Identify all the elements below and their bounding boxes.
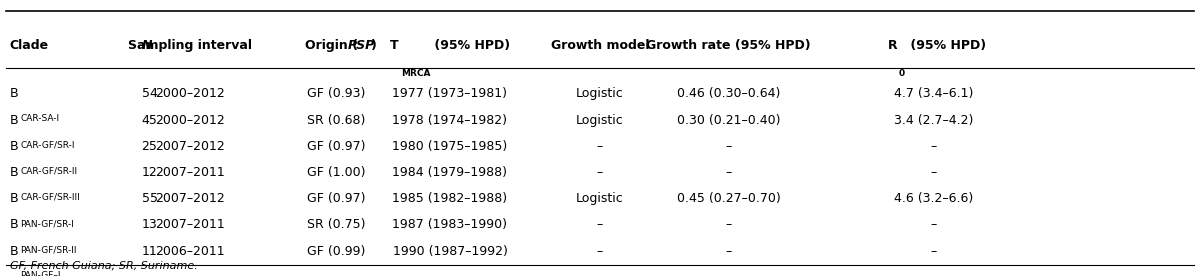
Text: CAR-GF/SR-II: CAR-GF/SR-II: [20, 167, 78, 176]
Text: 2007–2012: 2007–2012: [155, 192, 224, 205]
Text: B: B: [10, 245, 18, 258]
Text: GF (0.97): GF (0.97): [307, 192, 365, 205]
Text: B: B: [10, 218, 18, 232]
Text: Logistic: Logistic: [576, 192, 624, 205]
Text: Sampling interval: Sampling interval: [127, 39, 252, 52]
Text: –: –: [725, 140, 732, 153]
Text: 3.4 (2.7–4.2): 3.4 (2.7–4.2): [894, 113, 973, 127]
Text: 2006–2011: 2006–2011: [155, 245, 224, 258]
Text: B: B: [10, 140, 18, 153]
Text: 12: 12: [142, 166, 157, 179]
Text: ): ): [371, 39, 377, 52]
Text: –: –: [725, 166, 732, 179]
Text: 13: 13: [142, 218, 157, 232]
Text: B: B: [10, 113, 18, 127]
Text: –: –: [596, 166, 604, 179]
Text: GF (0.93): GF (0.93): [307, 87, 365, 100]
Text: Clade: Clade: [10, 39, 49, 52]
Text: 25: 25: [142, 140, 157, 153]
Text: –: –: [930, 218, 937, 232]
Text: –: –: [596, 245, 604, 258]
Text: Logistic: Logistic: [576, 113, 624, 127]
Text: 1990 (1987–1992): 1990 (1987–1992): [392, 245, 508, 258]
Text: R: R: [888, 39, 898, 52]
Text: (95% HPD): (95% HPD): [430, 39, 510, 52]
Text: 45: 45: [142, 113, 157, 127]
Text: 11: 11: [142, 245, 157, 258]
Text: Logistic: Logistic: [576, 87, 624, 100]
Text: CAR-GF/SR-I: CAR-GF/SR-I: [20, 140, 74, 149]
Text: 1985 (1982–1988): 1985 (1982–1988): [392, 192, 508, 205]
Text: SR (0.68): SR (0.68): [307, 113, 365, 127]
Text: N: N: [142, 39, 152, 52]
Text: MRCA: MRCA: [401, 69, 431, 78]
Text: 2000–2012: 2000–2012: [155, 113, 224, 127]
Text: 1977 (1973–1981): 1977 (1973–1981): [392, 87, 508, 100]
Text: (95% HPD): (95% HPD): [906, 39, 986, 52]
Text: 55: 55: [142, 192, 157, 205]
Text: Origin (: Origin (: [305, 39, 358, 52]
Text: –: –: [725, 245, 732, 258]
Text: GF, French Guiana; SR, Suriname.: GF, French Guiana; SR, Suriname.: [10, 261, 197, 270]
Text: –: –: [930, 166, 937, 179]
Text: B: B: [10, 166, 18, 179]
Text: 2000–2012: 2000–2012: [155, 87, 224, 100]
Text: 2007–2011: 2007–2011: [155, 166, 224, 179]
Text: B: B: [10, 192, 18, 205]
Text: B: B: [10, 87, 18, 100]
Text: Growth model: Growth model: [551, 39, 649, 52]
Text: T: T: [390, 39, 398, 52]
Text: CAR-SA-I: CAR-SA-I: [20, 114, 60, 123]
Text: 0.45 (0.27–0.70): 0.45 (0.27–0.70): [677, 192, 780, 205]
Text: PAN-GF–I: PAN-GF–I: [20, 272, 61, 276]
Text: –: –: [596, 218, 604, 232]
Text: 1984 (1979–1988): 1984 (1979–1988): [392, 166, 508, 179]
Text: –: –: [930, 245, 937, 258]
Text: CAR-GF/SR-III: CAR-GF/SR-III: [20, 193, 80, 202]
Text: PSP: PSP: [348, 39, 376, 52]
Text: 0.46 (0.30–0.64): 0.46 (0.30–0.64): [677, 87, 780, 100]
Text: PAN-GF/SR-II: PAN-GF/SR-II: [20, 245, 77, 254]
Text: –: –: [725, 218, 732, 232]
Text: 2007–2011: 2007–2011: [155, 218, 224, 232]
Text: GF (0.99): GF (0.99): [307, 245, 365, 258]
Text: 54: 54: [142, 87, 157, 100]
Text: SR (0.75): SR (0.75): [307, 218, 365, 232]
Text: –: –: [930, 140, 937, 153]
Text: GF (1.00): GF (1.00): [307, 166, 365, 179]
Text: 4.7 (3.4–6.1): 4.7 (3.4–6.1): [894, 87, 973, 100]
Text: 4.6 (3.2–6.6): 4.6 (3.2–6.6): [894, 192, 973, 205]
Text: 0: 0: [899, 69, 905, 78]
Text: 1978 (1974–1982): 1978 (1974–1982): [392, 113, 508, 127]
Text: 1987 (1983–1990): 1987 (1983–1990): [392, 218, 508, 232]
Text: GF (0.97): GF (0.97): [307, 140, 365, 153]
Text: 1980 (1975–1985): 1980 (1975–1985): [392, 140, 508, 153]
Text: Growth rate (95% HPD): Growth rate (95% HPD): [646, 39, 811, 52]
Text: PAN-GF/SR-I: PAN-GF/SR-I: [20, 219, 74, 228]
Text: 0.30 (0.21–0.40): 0.30 (0.21–0.40): [677, 113, 780, 127]
Text: –: –: [596, 140, 604, 153]
Text: 2007–2012: 2007–2012: [155, 140, 224, 153]
